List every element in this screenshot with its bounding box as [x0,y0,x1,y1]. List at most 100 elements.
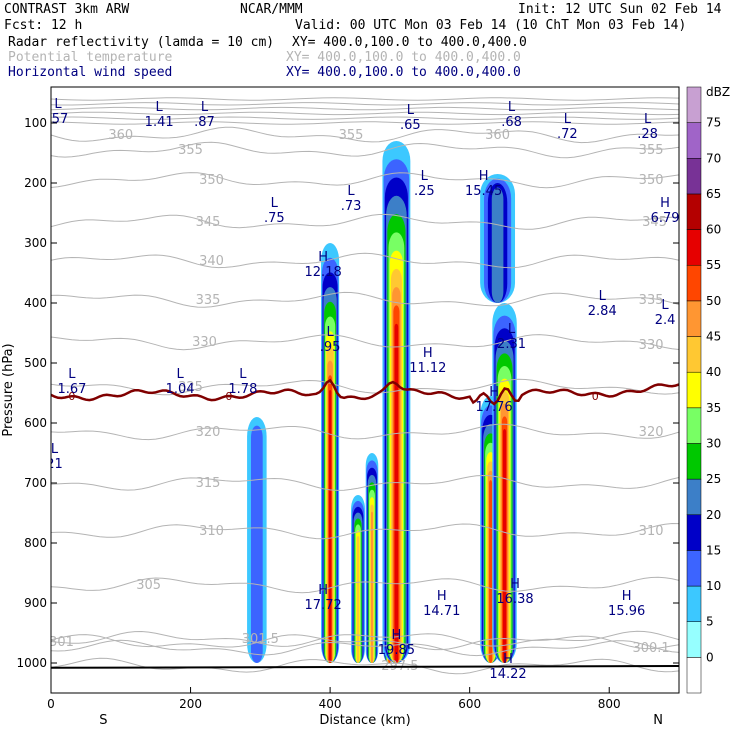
colorbar-swatch-12 [686,229,702,266]
wind-extremum-value-1: 1.41 [145,115,174,130]
x-tick-label-600: 600 [458,697,481,711]
wind-extremum-H-23: H [318,583,328,598]
x-tick-label-400: 400 [319,697,342,711]
wind-extremum-L-7: L [271,196,279,211]
theta-label-right-6: 320 [639,425,664,440]
theta-contour-360 [51,126,679,144]
wind-extremum-value-6: .28 [637,127,658,142]
wind-extremum-L-20: L [239,367,247,382]
wind-extremum-L-9: L [421,169,429,184]
colorbar-label-15: 15 [706,543,721,557]
wind-extremum-value-15: .95 [320,340,341,355]
theta-label-300.1: 300.1 [632,641,669,656]
wind-extremum-H-12: H [318,250,328,265]
colorbar-label-70: 70 [706,151,721,165]
colorbar-swatch-11 [686,264,702,302]
theta-contour-320 [51,423,679,441]
theta-contour-297.5 [51,657,679,675]
theta-label-330: 330 [192,335,217,350]
colorbar-label-30: 30 [706,436,721,450]
wind-extremum-L-18: L [68,367,76,382]
colorbar-swatch-8 [686,371,702,409]
colorbar-label-10: 10 [706,579,721,593]
colorbar-swatch-4 [686,514,702,551]
wind-extremum-value-4: .68 [501,115,522,130]
colorbar-label-5: 5 [706,615,714,629]
colorbar-unit: dBZ [706,85,730,99]
theta-contour-upper-4 [51,116,679,120]
y-tick-label-200: 200 [24,176,47,190]
center-title: NCAR/MMM [240,2,303,17]
terrain-line [50,665,680,669]
wind-extremum-H-25: H [510,577,520,592]
valid-time: Valid: 00 UTC Mon 03 Feb 14 (10 ChT Mon … [295,18,687,33]
colorbar-label-45: 45 [706,330,721,344]
colorbar-label-20: 20 [706,508,721,522]
wind-extremum-L-8: L [347,184,355,199]
theta-label-right-7: 310 [639,524,664,539]
theta-contour-upper-0 [51,97,679,101]
theta-label-right-5: 330 [639,338,664,353]
wind-extremum-L-3: L [407,103,415,118]
reflectivity-cell-1-level-40 [356,536,360,663]
freezing-line-label-1: 0 [225,390,232,403]
colorbar-swatch-6 [686,443,702,480]
wind-extremum-value-2: .87 [194,115,215,130]
y-tick-label-500: 500 [24,356,47,370]
wind-extremum-H-26: H [622,589,632,604]
wind-extremum-value-22: 21 [46,457,63,472]
colorbar-label-75: 75 [706,116,721,130]
theta-label-355: 355 [178,143,203,158]
theta-contour-upper-2 [51,106,679,111]
x-axis-label: Distance (km) [319,713,410,728]
y-tick-label-1000: 1000 [16,656,47,670]
wind-extremum-L-4: L [508,100,516,115]
wind-extremum-value-23: 17.72 [305,598,342,613]
colorbar-label-35: 35 [706,401,721,415]
y-axis-label: Pressure (hPa) [1,343,16,436]
colorbar-label-55: 55 [706,258,721,272]
init-time: Init: 12 UTC Sun 02 Feb 14 [518,2,722,17]
forecast-hour: Fcst: 12 h [4,18,83,33]
wind-extremum-L-14: L [661,298,669,313]
colorbar-swatch-16 [686,86,702,123]
theta-label-350: 350 [199,173,224,188]
theta-contour-325 [51,378,679,396]
wind-extremum-value-19: 1.04 [166,382,195,397]
wind-extremum-value-16: 2.31 [497,337,526,352]
wind-extremum-value-7: .75 [264,211,285,226]
colorbar-label-50: 50 [706,294,721,308]
colorbar-swatch-5 [686,478,702,516]
wind-extremum-value-18: 1.67 [57,382,86,397]
wind-extremum-value-8: .73 [341,199,362,214]
theta-contour-340 [51,252,679,269]
wind-extremum-H-17: H [423,346,433,361]
colorbar-swatch-9 [686,336,702,373]
wind-extremum-L-22: L [51,442,59,457]
theta-label-right-4: 335 [639,293,664,308]
theta-contour-305 [51,576,679,594]
wind-extremum-value-21: 17.76 [475,400,512,415]
theta-label-right-3: 345 [642,215,667,230]
theta-label-325: 325 [178,380,203,395]
wind-extremum-L-6: L [644,112,652,127]
wind-extremum-value-12: 12.18 [305,265,342,280]
y-tick-label-800: 800 [24,536,47,550]
colorbar-swatch-2 [686,585,702,622]
colorbar-swatch-14 [686,158,702,195]
colorbar-label-60: 60 [706,223,721,237]
wind-extremum-H-27: H [392,628,402,643]
theta-contour-335 [51,291,679,308]
model-title: CONTRAST 3km ARW [4,2,130,17]
colorbar-swatch-10 [686,300,702,337]
theta-contour-upper-5 [51,121,679,125]
field-reflectivity-label: Radar reflectivity (lamda = 10 cm) [8,35,275,50]
colorbar-swatch-15 [686,122,702,159]
theta-label-301.5: 301.5 [242,632,279,647]
theta-label-310: 310 [199,524,224,539]
wind-extremum-L-5: L [564,112,572,127]
theta-label-301: 301 [49,635,74,650]
wind-extremum-value-3: .65 [400,118,421,133]
x-tick-label-800: 800 [598,697,621,711]
